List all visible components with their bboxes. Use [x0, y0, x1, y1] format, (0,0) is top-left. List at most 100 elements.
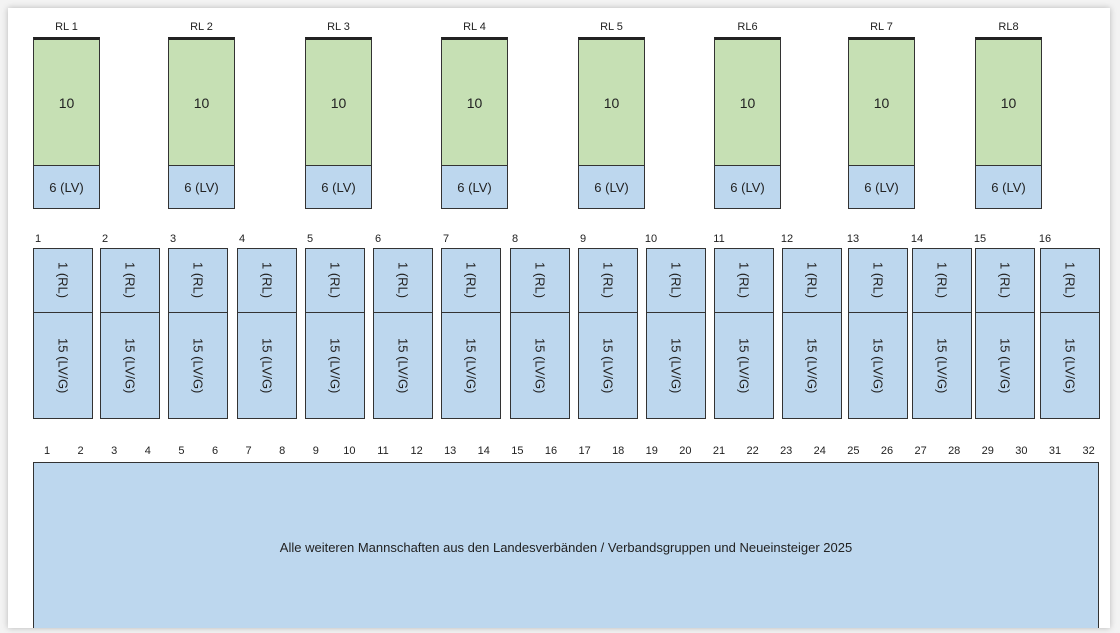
column-number: 8	[511, 233, 519, 245]
slot-number: 26	[880, 445, 894, 457]
main-box: 10	[168, 37, 235, 166]
slot-number: 14	[477, 445, 490, 457]
bottom-box: 15 (LV/G)	[578, 312, 638, 419]
slot-number: 4	[144, 445, 151, 457]
slot-number: 13	[444, 445, 457, 457]
top-box-text: 1 (RL)	[259, 262, 275, 299]
slot-number: 6	[211, 445, 219, 457]
bottom-box: 15 (LV/G)	[848, 312, 908, 419]
bottom-box-text: 15 (LV/G)	[997, 337, 1013, 394]
diagram-frame: RL 1 10 6 (LV) RL 2 10 6 (LV) RL 3 10 6 (LV) RL 4…	[8, 8, 1110, 628]
column-number: 15	[973, 233, 987, 245]
top-box-text: 1 (RL)	[804, 262, 820, 299]
slot-number: 32	[1082, 445, 1095, 457]
bottom-box: 15 (LV/G)	[33, 312, 93, 419]
group-label: RL6	[737, 21, 758, 33]
top-box: 1 (RL)	[912, 248, 972, 313]
top-box-text: 1 (RL)	[870, 262, 886, 299]
slot-number: 15	[511, 445, 524, 457]
column-number: 4	[238, 233, 246, 245]
bottom-box-text: 15 (LV/G)	[934, 337, 950, 394]
sub-box: 6 (LV)	[578, 165, 645, 209]
main-box: 10	[714, 37, 781, 166]
bottom-box: 15 (LV/G)	[975, 312, 1035, 419]
main-box: 10	[305, 37, 372, 166]
top-box-text: 1 (RL)	[463, 262, 479, 299]
group-label: RL 7	[870, 21, 893, 33]
main-box: 10	[975, 37, 1042, 166]
top-box: 1 (RL)	[714, 248, 774, 313]
sub-box: 6 (LV)	[975, 165, 1042, 209]
top-box: 1 (RL)	[168, 248, 228, 313]
bottom-box-text: 15 (LV/G)	[395, 337, 411, 394]
column-number: 13	[846, 233, 860, 245]
bottom-box: 15 (LV/G)	[305, 312, 365, 419]
sub-box: 6 (LV)	[168, 165, 235, 209]
slot-number: 12	[410, 445, 423, 457]
bottom-box-text: 15 (LV/G)	[532, 337, 548, 394]
bottom-box: 15 (LV/G)	[782, 312, 842, 419]
slot-number: 5	[178, 445, 185, 457]
slot-number: 19	[645, 445, 658, 457]
bottom-box-text: 15 (LV/G)	[259, 337, 275, 394]
column-number: 11	[713, 233, 725, 245]
top-box: 1 (RL)	[441, 248, 501, 313]
top-box-text: 1 (RL)	[600, 262, 616, 299]
sub-box: 6 (LV)	[33, 165, 100, 209]
bottom-box: 15 (LV/G)	[646, 312, 706, 419]
top-box: 1 (RL)	[578, 248, 638, 313]
bottom-box-text: 15 (LV/G)	[804, 337, 820, 394]
slot-number: 30	[1015, 445, 1028, 457]
slot-number: 21	[712, 445, 726, 457]
top-box-text: 1 (RL)	[327, 262, 343, 299]
slot-number: 24	[813, 445, 826, 457]
top-box: 1 (RL)	[975, 248, 1035, 313]
column-number: 9	[579, 233, 587, 245]
bottom-box-text: 15 (LV/G)	[1062, 337, 1078, 394]
top-box: 1 (RL)	[100, 248, 160, 313]
bottom-box-text: 15 (LV/G)	[463, 337, 479, 394]
bottom-box: Alle weiteren Mannschaften aus den Lande…	[33, 462, 1099, 628]
main-box: 10	[441, 37, 508, 166]
bottom-box: 15 (LV/G)	[912, 312, 972, 419]
bottom-box: 15 (LV/G)	[714, 312, 774, 419]
top-box-text: 1 (RL)	[997, 262, 1013, 299]
column-number: 3	[169, 233, 177, 245]
bottom-box-text: 15 (LV/G)	[736, 337, 752, 394]
column-number: 16	[1038, 233, 1052, 245]
bottom-box: 15 (LV/G)	[510, 312, 570, 419]
column-number: 6	[374, 233, 382, 245]
bottom-box-text: 15 (LV/G)	[668, 337, 684, 394]
slot-number: 8	[279, 445, 286, 457]
slot-number: 18	[612, 445, 625, 457]
main-box: 10	[578, 37, 645, 166]
slot-number: 22	[746, 445, 759, 457]
bottom-box-text: 15 (LV/G)	[600, 337, 616, 394]
slot-number: 1	[43, 445, 51, 457]
group-label: RL 4	[463, 21, 486, 33]
sub-box: 6 (LV)	[848, 165, 915, 209]
bottom-box: 15 (LV/G)	[441, 312, 501, 419]
bottom-box-text: 15 (LV/G)	[327, 337, 343, 394]
top-box-text: 1 (RL)	[55, 262, 71, 299]
column-number: 2	[101, 233, 109, 245]
top-box: 1 (RL)	[373, 248, 433, 313]
top-box: 1 (RL)	[646, 248, 706, 313]
slot-number: 7	[245, 445, 252, 457]
bottom-box: 15 (LV/G)	[1040, 312, 1100, 419]
top-box-text: 1 (RL)	[122, 262, 138, 299]
top-box: 1 (RL)	[305, 248, 365, 313]
slot-number: 16	[544, 445, 558, 457]
group-label: RL 2	[190, 21, 213, 33]
main-box: 10	[33, 37, 100, 166]
top-box-text: 1 (RL)	[1062, 262, 1078, 299]
slot-number: 31	[1048, 445, 1062, 457]
group-label: RL8	[998, 21, 1019, 33]
slot-number: 29	[981, 445, 994, 457]
slot-number: 27	[914, 445, 927, 457]
bottom-box: 15 (LV/G)	[168, 312, 228, 419]
column-number: 14	[910, 233, 924, 245]
top-box-text: 1 (RL)	[736, 262, 752, 299]
slot-number: 28	[948, 445, 961, 457]
